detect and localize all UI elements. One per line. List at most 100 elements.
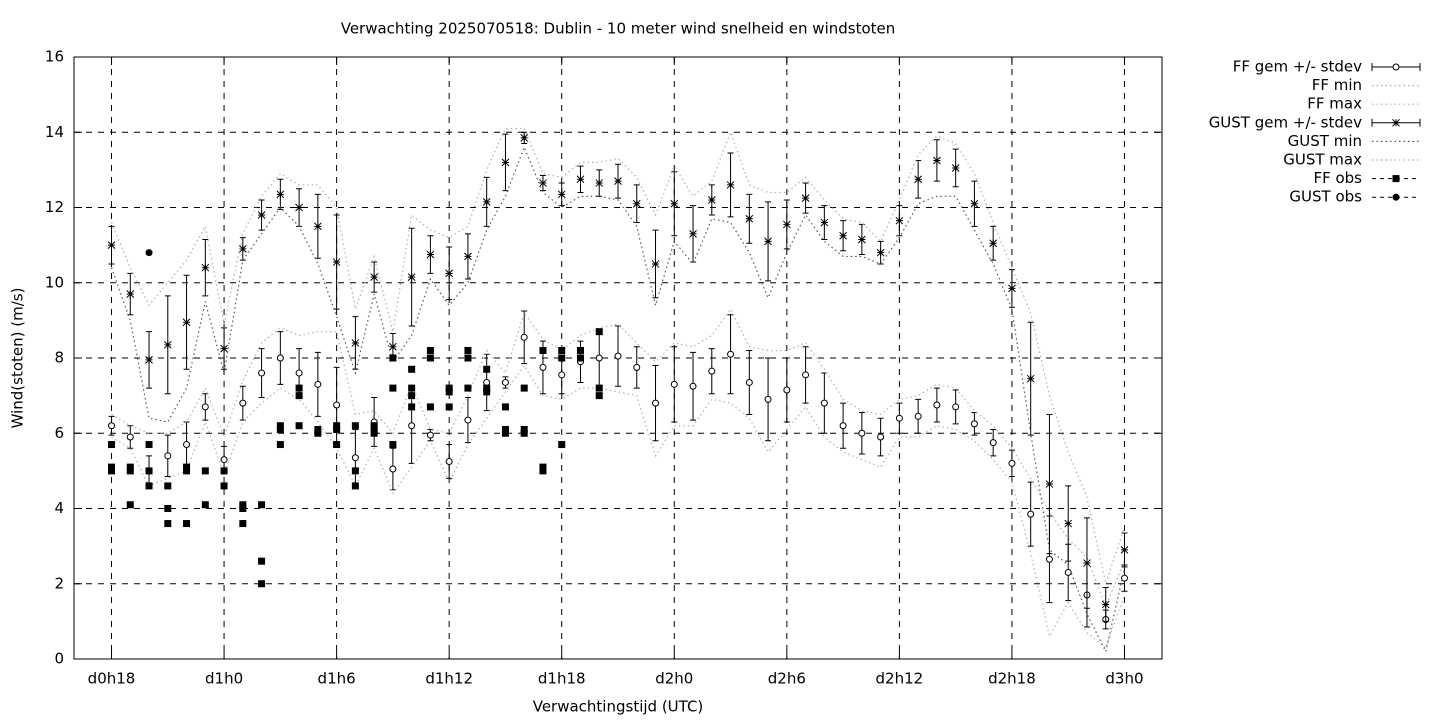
ff-obs-marker xyxy=(220,467,228,475)
ff-obs-marker xyxy=(239,520,247,528)
ff-obs-marker xyxy=(276,441,284,449)
ff-mean-marker xyxy=(239,399,247,407)
gust-mean-marker xyxy=(839,231,847,240)
ff-mean-marker xyxy=(108,422,116,430)
gust-mean-marker xyxy=(689,229,697,238)
gust-mean-marker xyxy=(820,218,829,227)
gust-mean-marker xyxy=(614,177,622,186)
y-tick-label: 4 xyxy=(54,499,64,517)
ff-obs-marker xyxy=(145,467,153,475)
ff-mean-marker xyxy=(333,401,341,409)
gust-mean-marker xyxy=(1045,480,1054,488)
gust-mean-marker xyxy=(257,211,266,219)
ff-obs-marker xyxy=(239,501,247,509)
x-tick-label: d1h0 xyxy=(205,670,243,688)
ff-obs-marker xyxy=(108,441,116,449)
ff-obs-marker xyxy=(295,422,303,430)
gust-mean-marker xyxy=(707,196,716,204)
ff-mean-marker xyxy=(745,378,753,386)
gust-mean-marker xyxy=(220,344,228,353)
ff-obs-marker xyxy=(351,422,359,430)
ff-obs-marker xyxy=(445,384,453,392)
ff-obs-marker xyxy=(539,463,547,471)
y-tick-label: 16 xyxy=(45,48,64,66)
gust-mean-marker xyxy=(914,175,922,184)
ff-obs-marker xyxy=(145,482,153,490)
gust-mean-marker xyxy=(595,179,604,187)
x-tick-label: d1h12 xyxy=(425,670,473,688)
ff-obs-marker xyxy=(183,520,191,528)
gust-mean-marker xyxy=(557,190,566,199)
ff-mean-marker xyxy=(933,401,941,409)
ff-obs-marker xyxy=(314,429,322,437)
ff-mean-marker xyxy=(727,350,735,358)
ff-mean-marker xyxy=(1064,568,1072,576)
gust-mean-marker xyxy=(1008,284,1016,293)
ff-mean-marker xyxy=(989,439,997,447)
ff-mean-marker xyxy=(183,441,191,449)
ff-mean-marker xyxy=(389,465,397,473)
x-tick-label: d1h6 xyxy=(318,670,356,688)
legend-label: GUST obs xyxy=(1289,188,1362,206)
ff-obs-marker xyxy=(389,384,397,392)
gust-mean-marker xyxy=(764,237,772,246)
gust-mean-marker xyxy=(501,158,510,167)
ff-obs-marker xyxy=(445,388,453,396)
ff-obs-marker xyxy=(426,403,434,411)
ff-obs-marker xyxy=(295,384,303,392)
ff-mean-marker xyxy=(783,386,791,394)
gust-mean-marker xyxy=(632,199,641,208)
gust-mean-marker xyxy=(895,216,904,225)
ff-mean-marker xyxy=(914,412,922,420)
gust-mean-marker xyxy=(482,198,491,206)
ff-obs-marker xyxy=(426,346,434,354)
ff-mean-marker xyxy=(464,416,472,424)
ff-mean-marker xyxy=(276,354,284,362)
ff-obs-marker xyxy=(314,425,322,433)
legend-label: GUST max xyxy=(1283,151,1362,169)
gust-mean-marker xyxy=(670,199,679,208)
ff-obs-marker xyxy=(333,422,341,430)
gust-mean-marker xyxy=(145,356,153,364)
ff-obs-marker xyxy=(333,425,341,433)
gust-mean-marker xyxy=(539,179,547,187)
ff-obs-marker xyxy=(164,520,172,528)
gust-mean-marker xyxy=(389,342,397,351)
gust-mean-marker xyxy=(238,245,247,253)
gust-mean-marker xyxy=(126,290,135,298)
gust-mean-marker xyxy=(1064,519,1073,528)
ff-mean-marker xyxy=(201,403,209,411)
legend-label: FF gem +/- stdev xyxy=(1233,58,1362,76)
legend-label: GUST gem +/- stdev xyxy=(1209,113,1362,131)
y-tick-label: 14 xyxy=(45,123,64,141)
ff-obs-marker xyxy=(239,505,247,512)
ff-obs-marker xyxy=(351,467,359,475)
ff-mean-marker xyxy=(483,378,491,386)
ff-mean-marker xyxy=(1027,510,1035,518)
ff-obs-marker xyxy=(164,482,172,490)
legend-label: FF obs xyxy=(1313,169,1362,187)
ff-mean-marker xyxy=(295,369,303,377)
ff-mean-marker xyxy=(501,378,509,386)
x-tick-label: d3h0 xyxy=(1105,670,1143,688)
ff-obs-marker xyxy=(595,392,603,400)
gust-mean-marker xyxy=(332,258,341,266)
legend-label: GUST min xyxy=(1288,132,1362,150)
ff-obs-marker xyxy=(501,425,509,433)
gust-mean-marker xyxy=(970,199,979,208)
gust-mean-marker xyxy=(1083,559,1091,567)
range-line xyxy=(110,145,1126,654)
ff-obs-marker xyxy=(501,403,509,411)
ff-obs-marker xyxy=(295,392,303,400)
ff-mean-marker xyxy=(426,431,434,439)
gust-mean-marker xyxy=(520,134,529,142)
ff-mean-marker xyxy=(652,399,660,407)
ff-obs-marker xyxy=(576,346,584,354)
ff-mean-marker xyxy=(952,403,960,411)
legend-marker xyxy=(1392,193,1400,201)
ff-mean-marker xyxy=(877,433,885,441)
gust-mean-marker xyxy=(876,248,885,257)
gust-mean-marker xyxy=(1026,374,1035,383)
ff-mean-marker xyxy=(445,457,453,465)
